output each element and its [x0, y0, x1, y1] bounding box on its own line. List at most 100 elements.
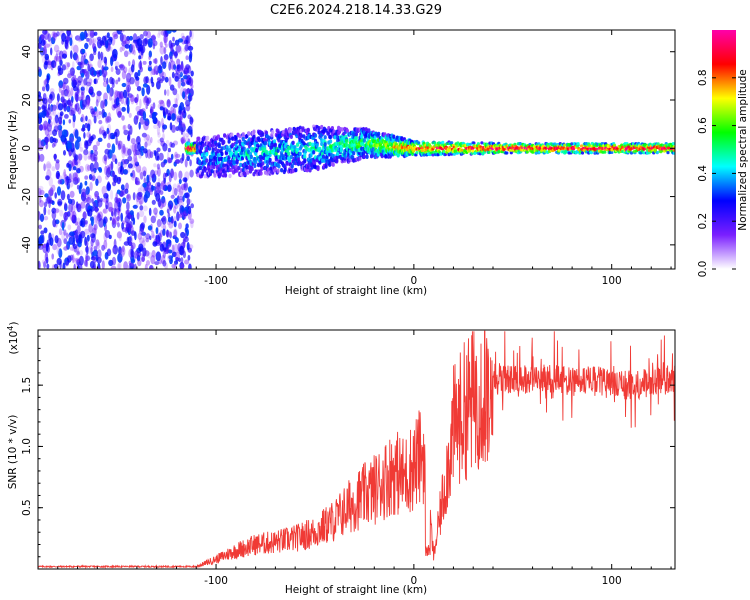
heatmap-cell	[77, 34, 81, 43]
heatmap-cell	[174, 39, 180, 46]
heatmap-cell	[223, 133, 227, 138]
heatmap-cell	[110, 56, 114, 67]
heatmap-cell	[238, 134, 242, 139]
heatmap-cell	[179, 157, 184, 164]
heatmap-cell	[157, 167, 161, 177]
heatmap-cell	[181, 35, 186, 45]
heatmap-cell	[135, 180, 141, 186]
heatmap-cell	[44, 60, 48, 66]
heatmap-cell	[254, 159, 258, 165]
heatmap-cell	[367, 128, 371, 133]
heatmap-cell	[121, 44, 126, 52]
heatmap-cell	[269, 166, 273, 171]
heatmap-cell	[169, 256, 173, 262]
heatmap-cell	[38, 96, 43, 106]
heatmap-cell	[190, 203, 194, 209]
heatmap-cell	[189, 159, 192, 167]
heatmap-cell	[189, 169, 194, 178]
heatmap-cell	[166, 89, 170, 97]
heatmap-cell	[75, 257, 81, 263]
heatmap-cell	[54, 138, 59, 144]
heatmap-cell	[134, 250, 140, 259]
heatmap-cell	[276, 168, 280, 174]
heatmap-cell	[213, 173, 217, 178]
heatmap-cell	[330, 126, 334, 131]
heatmap-cell	[87, 30, 93, 38]
heatmap-cell	[78, 255, 84, 266]
heatmap-cell	[114, 208, 117, 217]
heatmap-cell	[188, 94, 193, 102]
heatmap-cell	[415, 151, 419, 155]
heatmap-cell	[141, 132, 147, 138]
heatmap-cell	[240, 150, 244, 156]
heatmap-cell	[145, 233, 151, 240]
heatmap-cell	[60, 96, 65, 103]
heatmap-cell	[149, 235, 152, 241]
heatmap-cell	[130, 230, 136, 236]
y-tick-label: 1.0	[21, 438, 33, 455]
heatmap-cell	[100, 51, 103, 61]
heatmap-cell	[97, 51, 101, 60]
heatmap-cell	[185, 88, 191, 95]
heatmap-cell	[563, 143, 567, 147]
heatmap-cell	[144, 250, 150, 257]
heatmap-cell	[129, 125, 133, 135]
heatmap-cell	[119, 64, 125, 71]
heatmap-cell	[174, 159, 180, 164]
heatmap-cell	[126, 201, 130, 211]
heatmap-cell	[72, 243, 78, 250]
heatmap-cell	[121, 159, 128, 169]
heatmap-cell	[124, 44, 130, 49]
heatmap-cell	[174, 260, 178, 265]
heatmap-cell	[43, 125, 47, 131]
heatmap-cell	[237, 165, 241, 171]
heatmap-cell	[51, 142, 55, 148]
heatmap-cell	[120, 184, 125, 191]
heatmap-cell	[55, 173, 59, 179]
heatmap-cell	[570, 142, 574, 146]
heatmap-cell	[81, 49, 86, 54]
heatmap-cell	[38, 260, 41, 269]
heatmap-cell	[113, 33, 119, 40]
heatmap-cell	[106, 127, 110, 135]
heatmap-cell	[140, 151, 144, 157]
heatmap-cell	[62, 262, 66, 269]
heatmap-cell	[181, 137, 184, 145]
heatmap-cell	[180, 137, 186, 143]
heatmap-cell	[107, 130, 111, 141]
heatmap-cell	[174, 151, 178, 160]
heatmap-cell	[38, 42, 42, 49]
heatmap-cell	[129, 210, 134, 216]
heatmap-cell	[171, 263, 176, 269]
heatmap-cell	[161, 196, 166, 204]
heatmap-cell	[38, 112, 44, 118]
heatmap-cell	[176, 211, 180, 222]
heatmap-cell	[160, 56, 163, 65]
heatmap-cell	[69, 109, 75, 116]
heatmap-cell	[260, 166, 264, 171]
heatmap-cell	[134, 157, 138, 165]
heatmap-cell	[69, 231, 75, 236]
heatmap-cell	[138, 200, 143, 206]
heatmap-cell	[130, 138, 136, 145]
heatmap-cell	[178, 222, 182, 230]
heatmap-cell	[72, 52, 78, 61]
heatmap-cell	[166, 99, 171, 108]
heatmap-cell	[55, 53, 59, 62]
heatmap-cell	[178, 191, 184, 198]
heatmap-cell	[38, 142, 41, 147]
heatmap-cell	[183, 106, 186, 114]
heatmap-cell	[225, 147, 229, 153]
heatmap-cell	[190, 220, 194, 229]
heatmap-cell	[159, 241, 163, 247]
heatmap-cell	[85, 33, 89, 38]
heatmap-cell	[162, 133, 165, 141]
heatmap-cell	[118, 261, 122, 269]
heatmap-cell	[140, 45, 146, 54]
heatmap-cell	[68, 119, 72, 124]
heatmap-cell	[230, 132, 234, 137]
heatmap-cell	[163, 36, 167, 46]
heatmap-cell	[93, 223, 98, 231]
heatmap-cell	[38, 139, 42, 149]
heatmap-cell	[38, 106, 42, 111]
